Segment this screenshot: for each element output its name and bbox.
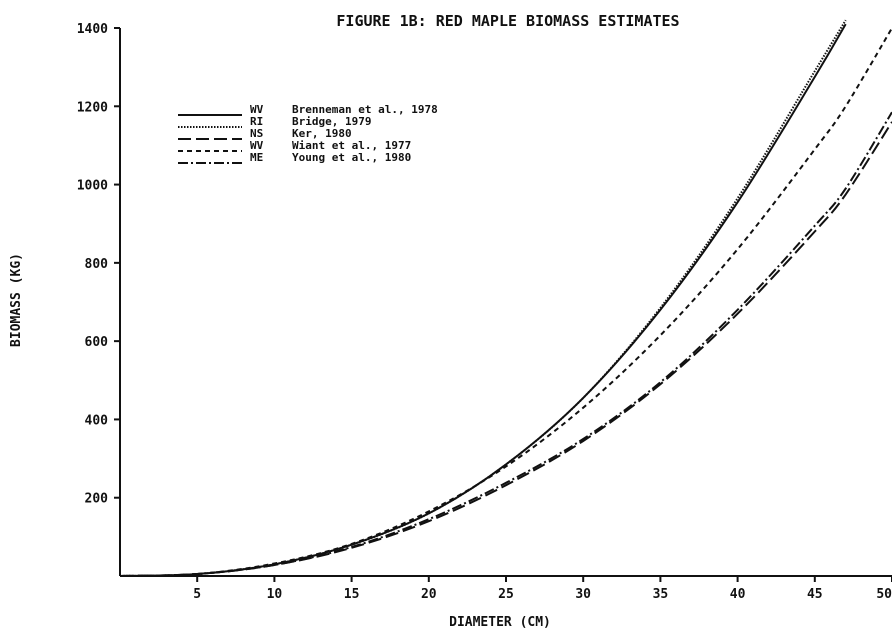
legend-entry: RI Bridge, 1979: [178, 115, 371, 128]
legend-state: NS: [250, 127, 263, 140]
x-tick-label: 35: [653, 587, 669, 602]
legend-source: Brenneman et al., 1978: [292, 103, 438, 116]
legend-state: WV: [250, 139, 264, 152]
legend-state: ME: [250, 151, 263, 164]
y-tick-label: 600: [85, 335, 109, 350]
legend-entry: WV Wiant et al., 1977: [178, 139, 411, 152]
x-tick-label: 45: [807, 587, 823, 602]
series-line-5: [119, 111, 892, 577]
legend-source: Young et al., 1980: [292, 151, 411, 164]
legend-entry: WV Brenneman et al., 1978: [178, 103, 438, 116]
legend: WV Brenneman et al., 1978 RI Bridge, 197…: [178, 103, 438, 164]
x-tick-label: 25: [498, 587, 514, 602]
y-tick-label: 400: [85, 413, 109, 428]
x-tick-label: 10: [267, 587, 283, 602]
x-tick-label: 30: [575, 587, 591, 602]
y-tick-label: 800: [85, 257, 109, 272]
x-tick-label: 15: [344, 587, 360, 602]
x-tick-group: 5 10 15 20 25 30 35 40 45 50: [193, 576, 892, 602]
x-tick-label: 50: [876, 587, 892, 602]
series-group: [119, 19, 892, 577]
legend-state: WV: [250, 103, 264, 116]
y-tick-label: 1200: [77, 100, 108, 115]
y-tick-label: 1000: [77, 179, 108, 194]
legend-state: RI: [250, 115, 263, 128]
legend-entry: NS Ker, 1980: [178, 127, 352, 140]
series-line-3: [119, 121, 892, 577]
x-tick-label: 5: [193, 587, 201, 602]
series-line-1: [119, 23, 847, 577]
chart-title: FIGURE 1B: RED MAPLE BIOMASS ESTIMATES: [336, 12, 679, 30]
legend-source: Bridge, 1979: [292, 115, 371, 128]
x-axis-label: DIAMETER (CM): [449, 615, 551, 630]
x-tick-label: 20: [421, 587, 437, 602]
y-tick-group: 200 400 600 800 1000 1200 1400: [77, 22, 120, 507]
series-line-4: [119, 27, 892, 577]
x-tick-label: 40: [730, 587, 746, 602]
y-tick-label: 1400: [77, 22, 108, 37]
y-axis-label: BIOMASS (KG): [9, 253, 24, 347]
series-line-2: [119, 19, 847, 577]
y-tick-label: 200: [85, 492, 109, 507]
legend-source: Ker, 1980: [292, 127, 352, 140]
legend-entry: ME Young et al., 1980: [178, 151, 411, 164]
legend-source: Wiant et al., 1977: [292, 139, 411, 152]
